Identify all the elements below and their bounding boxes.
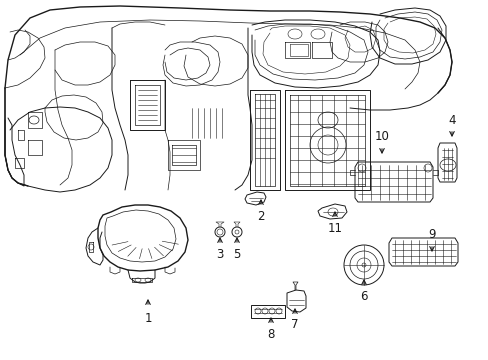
Polygon shape bbox=[317, 204, 346, 219]
Text: 1: 1 bbox=[144, 311, 151, 324]
Polygon shape bbox=[250, 305, 285, 318]
Polygon shape bbox=[354, 162, 432, 202]
Text: 10: 10 bbox=[374, 130, 388, 144]
Polygon shape bbox=[105, 210, 176, 262]
Text: 8: 8 bbox=[267, 328, 274, 341]
Text: 11: 11 bbox=[327, 221, 342, 234]
Text: 3: 3 bbox=[216, 248, 223, 261]
Polygon shape bbox=[244, 192, 265, 205]
Polygon shape bbox=[388, 238, 457, 266]
Text: 7: 7 bbox=[291, 319, 298, 332]
Text: 6: 6 bbox=[360, 289, 367, 302]
Polygon shape bbox=[286, 290, 305, 312]
Polygon shape bbox=[98, 205, 187, 271]
Text: 4: 4 bbox=[447, 113, 455, 126]
Text: 5: 5 bbox=[233, 248, 240, 261]
Text: 9: 9 bbox=[427, 229, 435, 242]
Text: 2: 2 bbox=[257, 210, 264, 222]
Polygon shape bbox=[437, 143, 456, 182]
